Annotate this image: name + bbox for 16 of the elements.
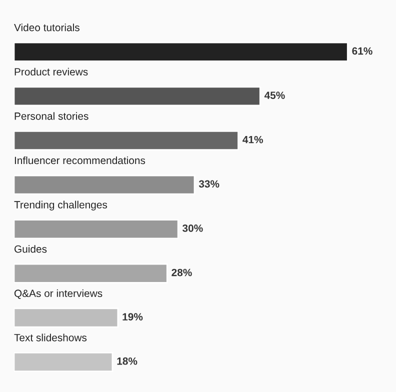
data-label: 41% <box>242 136 263 144</box>
y-tick-label: Guides <box>14 245 47 253</box>
data-label: 19% <box>122 313 143 320</box>
y-tick-label: Text slideshows <box>14 334 87 342</box>
y-tick-label: Product reviews <box>14 68 88 76</box>
data-label: 18% <box>117 357 138 365</box>
y-tick-label: Influencer recommendations <box>14 156 146 164</box>
y-tick-label: Q&As or interviews <box>14 289 102 299</box>
data-label: 61% <box>352 47 372 55</box>
y-tick-label: Video tutorials <box>14 24 80 32</box>
y-tick-label: Personal stories <box>14 112 88 120</box>
data-label: 33% <box>198 180 220 188</box>
y-tick-label: Trending challenges <box>14 200 108 210</box>
data-label: 30% <box>182 224 203 232</box>
data-label: 45% <box>264 92 285 99</box>
data-label: 28% <box>172 268 192 276</box>
